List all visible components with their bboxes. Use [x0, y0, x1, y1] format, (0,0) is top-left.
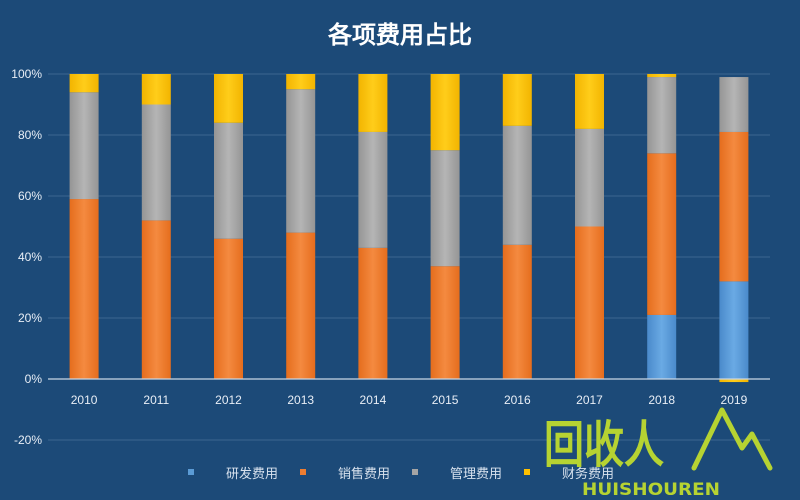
bar-2010-财务费用: [69, 74, 99, 93]
bar-2015-销售费用: [430, 266, 460, 379]
bar-2019-研发费用: [719, 281, 749, 379]
bar-2016-管理费用: [502, 125, 532, 245]
watermark-logo: 回收人 HUISHOUREN: [544, 407, 773, 500]
y-tick-label: -20%: [14, 433, 42, 447]
watermark-cn: 回收人: [544, 416, 664, 474]
y-tick-label: 100%: [11, 67, 42, 81]
legend-swatch: [412, 469, 418, 475]
watermark-en: HUISHOUREN: [582, 480, 720, 500]
bar-2018-销售费用: [647, 153, 677, 315]
x-tick-label: 2010: [71, 393, 98, 407]
bar-2011-管理费用: [141, 104, 171, 221]
bar-2018-管理费用: [647, 77, 677, 154]
bar-2017-管理费用: [575, 128, 604, 227]
x-tick-label: 2014: [360, 393, 387, 407]
x-tick-label: 2011: [143, 393, 169, 407]
x-tick-label: 2019: [721, 393, 748, 407]
bar-2014-管理费用: [358, 131, 388, 248]
x-tick-label: 2016: [504, 393, 531, 407]
bar-2013-销售费用: [286, 232, 316, 379]
bar-2012-销售费用: [214, 238, 243, 379]
x-tick-label: 2018: [648, 393, 675, 407]
bar-2013-财务费用: [286, 74, 316, 90]
bar-2011-财务费用: [141, 74, 171, 105]
legend-swatch: [524, 469, 530, 475]
y-tick-label: 40%: [18, 250, 42, 264]
legend-swatch: [300, 469, 306, 475]
legend-label: 研发费用: [226, 466, 278, 482]
x-tick-label: 2012: [215, 393, 242, 407]
y-tick-label: 60%: [18, 189, 42, 203]
y-tick-label: 20%: [18, 311, 42, 325]
x-axis-ticks: 2010 2011 2012 2013 2014 2015 2016 2017 2018 2019: [71, 393, 748, 407]
chart-title: 各项费用占比: [327, 21, 472, 49]
bar-2011-销售费用: [141, 220, 171, 379]
bar-2018-研发费用: [647, 314, 677, 379]
bar-2017-财务费用: [575, 74, 604, 129]
x-tick-label: 2015: [432, 393, 459, 407]
legend-label: 销售费用: [338, 466, 390, 482]
bar-2014-销售费用: [358, 247, 388, 379]
bar-2019-财务费用: [719, 379, 749, 383]
bar-2017-销售费用: [575, 226, 604, 379]
bar-2015-财务费用: [430, 74, 460, 151]
bar-2012-财务费用: [214, 74, 243, 123]
legend-label: 财务费用: [562, 466, 614, 482]
legend-label: 管理费用: [450, 467, 502, 482]
bar-2019-销售费用: [719, 131, 749, 282]
bar-2016-销售费用: [502, 244, 532, 379]
legend-swatch: [188, 469, 194, 475]
y-tick-label: 0%: [25, 372, 43, 386]
x-tick-label: 2017: [576, 393, 603, 407]
bar-2018-财务费用: [647, 74, 677, 78]
bar-2014-财务费用: [358, 74, 388, 132]
bar-2015-管理费用: [430, 150, 460, 267]
bar-2012-管理费用: [214, 122, 243, 239]
bar-2016-财务费用: [502, 74, 532, 126]
bars: [69, 74, 749, 383]
x-tick-label: 2013: [287, 393, 314, 407]
bar-2010-销售费用: [69, 199, 99, 379]
bar-2019-管理费用: [719, 77, 749, 132]
y-axis-ticks: -20% 0% 20% 40% 60% 80% 100%: [11, 67, 42, 447]
watermark-mountain-icon: [691, 407, 773, 471]
bar-2010-管理费用: [69, 92, 99, 200]
y-tick-label: 80%: [18, 128, 42, 142]
legend: 研发费用 销售费用 管理费用 财务费用: [188, 466, 614, 482]
bar-2013-管理费用: [286, 89, 316, 233]
